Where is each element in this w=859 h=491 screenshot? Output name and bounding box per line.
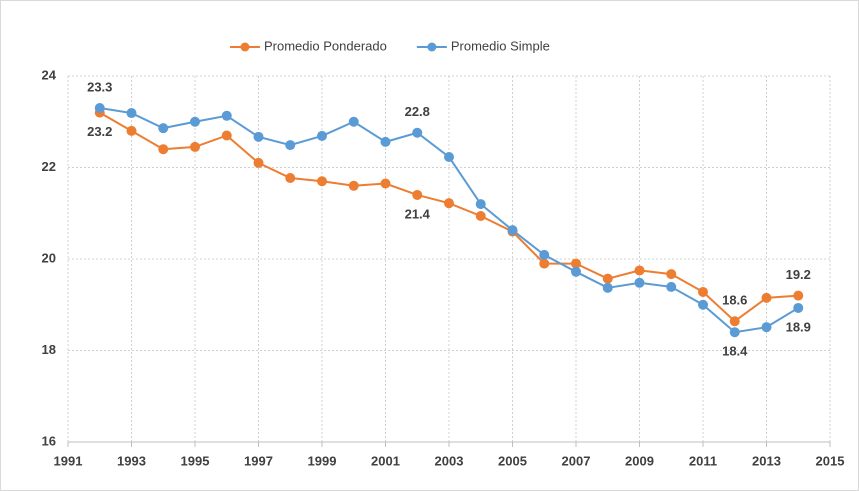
x-tick-label: 1993 — [117, 453, 146, 468]
x-tick-label: 2003 — [435, 453, 464, 468]
data-point — [698, 286, 708, 297]
data-point — [793, 302, 804, 313]
data-point — [602, 273, 613, 284]
data-point — [761, 322, 772, 333]
data-point — [285, 140, 296, 151]
x-tick-label: 2013 — [752, 453, 781, 468]
y-tick-label: 22 — [42, 159, 56, 174]
data-point — [634, 277, 645, 288]
data-label: 21.4 — [405, 206, 431, 221]
x-tick-label: 1991 — [54, 453, 83, 468]
data-point — [761, 292, 772, 303]
data-point — [158, 123, 169, 134]
data-point — [94, 103, 105, 114]
data-point — [444, 198, 454, 209]
data-point — [507, 225, 518, 236]
data-label: 23.3 — [87, 79, 112, 94]
data-point — [539, 249, 550, 260]
x-tick-label: 2001 — [371, 453, 400, 468]
data-label: 19.2 — [786, 267, 811, 282]
data-label: 22.8 — [405, 104, 430, 119]
data-point — [285, 173, 296, 184]
data-point — [190, 141, 200, 152]
data-point — [190, 116, 200, 127]
x-tick-label: 2009 — [625, 453, 654, 468]
data-point — [126, 108, 137, 119]
data-point — [412, 127, 423, 138]
x-tick-label: 1995 — [181, 453, 210, 468]
data-point — [729, 316, 740, 327]
data-point — [253, 131, 264, 142]
data-label: 18.6 — [722, 293, 747, 308]
data-point — [793, 290, 804, 301]
data-point — [634, 265, 645, 276]
data-point — [317, 130, 327, 141]
data-point — [475, 210, 486, 221]
data-point — [412, 189, 423, 200]
y-tick-label: 18 — [42, 342, 56, 357]
data-point — [698, 299, 708, 310]
x-tick-label: 2015 — [816, 453, 845, 468]
data-point — [221, 110, 232, 121]
data-label: 18.9 — [786, 319, 811, 334]
x-tick-label: 1999 — [308, 453, 337, 468]
data-point — [348, 180, 359, 191]
data-point — [571, 258, 581, 269]
y-tick-label: 20 — [42, 250, 56, 265]
data-label: 18.4 — [722, 344, 748, 359]
x-tick-label: 2005 — [498, 453, 527, 468]
data-point — [158, 144, 169, 155]
data-label: 23.2 — [87, 124, 112, 139]
data-point — [539, 258, 550, 269]
data-point — [348, 116, 359, 127]
x-tick-label: 2011 — [689, 453, 717, 468]
x-tick-label: 1997 — [244, 453, 273, 468]
y-tick-label: 24 — [42, 67, 57, 82]
data-point — [571, 266, 581, 277]
data-point — [444, 151, 454, 162]
legend-marker — [240, 42, 250, 52]
data-point — [475, 199, 486, 210]
data-point — [602, 282, 613, 293]
data-point — [126, 125, 137, 136]
legend-label: Promedio Ponderado — [264, 38, 387, 53]
legend-label: Promedio Simple — [451, 38, 550, 53]
data-point — [729, 327, 740, 338]
data-point — [317, 176, 327, 187]
data-point — [253, 157, 264, 168]
x-tick-label: 2007 — [562, 453, 591, 468]
data-point — [666, 269, 677, 280]
legend-marker — [427, 42, 437, 52]
data-point — [666, 281, 677, 292]
data-point — [380, 136, 391, 147]
data-point — [380, 178, 391, 189]
y-tick-label: 16 — [42, 433, 56, 448]
data-point — [221, 130, 232, 141]
